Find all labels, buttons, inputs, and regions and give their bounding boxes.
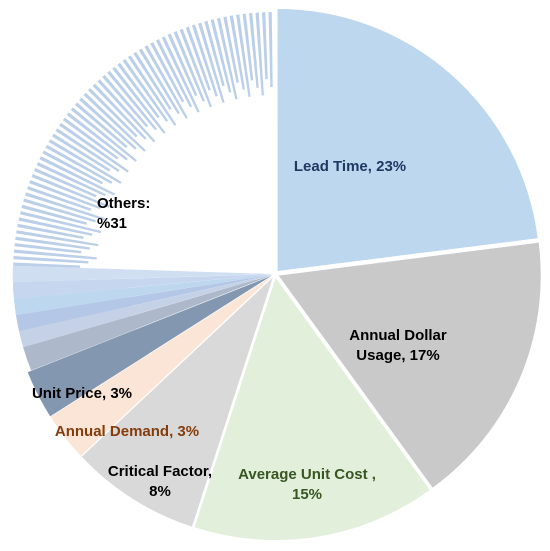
slice-others-hatch-48: [179, 28, 212, 108]
slice-others-hatch-5: [15, 236, 90, 250]
slice-others-hatch-1: [13, 262, 81, 268]
slice-others-hatch-32: [92, 83, 147, 140]
slice-others-hatch-11: [23, 198, 96, 223]
slice-others-hatched: [13, 12, 273, 268]
slice-others-hatch-26: [66, 112, 128, 161]
slice-others-hatch-25: [62, 117, 119, 160]
slice-others-minor-fill-5: [12, 274, 273, 299]
slice-others-hatch-61: [261, 12, 268, 80]
label-average-unit-cost: Average Unit Cost , 15%: [238, 466, 376, 503]
slice-others-hatch-42: [144, 45, 188, 119]
slice-others-minor-fill-2: [19, 274, 273, 348]
slice-others-hatch-39: [127, 55, 177, 126]
slice-others-hatch-28: [74, 102, 128, 149]
slice-others-minor-fill-1: [23, 274, 273, 371]
label-unit-price: Unit Price, 3%: [32, 385, 132, 402]
slice-others-hatch-60: [255, 12, 264, 96]
slice-others-hatch-46: [167, 33, 198, 97]
slice-annual-demand-fill: [50, 276, 272, 456]
label-annual-dollar-usage: Annual Dollar Usage, 17%: [349, 327, 447, 364]
slice-others-hatch-15: [31, 174, 110, 208]
slice-others-hatch-2: [13, 256, 89, 264]
slice-others-hatch-20: [45, 144, 113, 184]
slice-others-hatch-17: [36, 162, 106, 197]
slice-others-hatch-44: [155, 39, 193, 108]
slice-others-hatch-9: [19, 211, 102, 234]
slice-others-hatch-13: [27, 186, 92, 211]
slice-others-hatch-14: [29, 180, 101, 210]
slice-annual-dollar-usage-fill: [278, 242, 541, 488]
slice-others-minor-fill-6: [12, 265, 273, 283]
label-others: Others: %31: [97, 195, 150, 232]
slice-others-hatch-34: [102, 74, 149, 128]
slice-critical-factor-fill: [81, 277, 273, 527]
slice-others-hatch-23: [55, 128, 120, 172]
slice-others-hatch-8: [18, 217, 93, 236]
slice-lead-time-fill: [277, 8, 538, 271]
label-annual-demand: Annual Demand, 3%: [55, 423, 199, 440]
slice-others-hatch-22: [52, 133, 111, 172]
slice-others-hatch-24: [59, 122, 129, 173]
slice-others-hatch-40: [133, 51, 172, 110]
slice-others-hatch-47: [173, 31, 205, 102]
slice-others-hatch-4: [14, 243, 82, 254]
slices-layer: [12, 8, 541, 540]
slice-others-hatch-51: [198, 22, 225, 103]
slice-others-hatch-41: [138, 48, 180, 115]
slice-others-hatch-59: [249, 12, 259, 88]
slice-others-minor-fill-4: [13, 274, 273, 315]
slice-others-hatch-12: [25, 192, 105, 221]
slice-others-hatch-6: [16, 230, 99, 247]
label-lead-time: Lead Time, 23%: [294, 158, 406, 175]
slice-others-hatch-10: [21, 204, 87, 225]
slice-others-hatch-37: [117, 62, 160, 119]
slice-others-hatch-30: [83, 92, 146, 152]
slice-others-hatch-55: [223, 16, 239, 83]
slice-others-hatch-19: [42, 150, 104, 185]
slice-others-hatch-7: [17, 223, 84, 240]
label-critical-factor: Critical Factor, 8%: [108, 463, 212, 500]
slice-others-hatch-56: [229, 15, 245, 90]
slice-others-hatch-16: [34, 168, 97, 198]
slice-others-hatch-54: [216, 17, 238, 100]
slice-others-hatch-52: [204, 20, 225, 87]
slice-others-hatch-18: [39, 156, 116, 196]
slice-others-hatch-33: [97, 79, 156, 143]
slice-others-hatch-45: [161, 36, 200, 113]
slice-others-hatch-62: [268, 12, 273, 88]
slice-others-hatch-57: [236, 14, 251, 97]
slice-others-hatch-50: [191, 24, 218, 97]
slice-others-hatch-35: [107, 70, 158, 131]
slice-others-hatch-27: [70, 107, 137, 162]
slice-others-hatch-38: [122, 58, 169, 122]
labels-layer: Lead Time, 23% Annual Dollar Usage, 17% Ave…: [32, 158, 447, 503]
slice-others-hatch-49: [185, 26, 211, 91]
slice-others-hatch-53: [210, 19, 232, 93]
slice-others-hatch-31: [88, 88, 138, 138]
slice-others-hatch-58: [242, 13, 254, 81]
slice-average-unit-cost-fill: [194, 277, 430, 540]
slice-others-hatch-3: [13, 249, 97, 260]
slice-others-hatch-36: [112, 66, 166, 134]
slice-others-hatch-21: [48, 139, 122, 184]
slice-unit-price-fill: [27, 275, 272, 417]
slice-others-hatch-29: [79, 97, 137, 150]
slice-others-minor-fill-3: [16, 274, 273, 332]
slice-others-hatch-43: [150, 42, 185, 103]
